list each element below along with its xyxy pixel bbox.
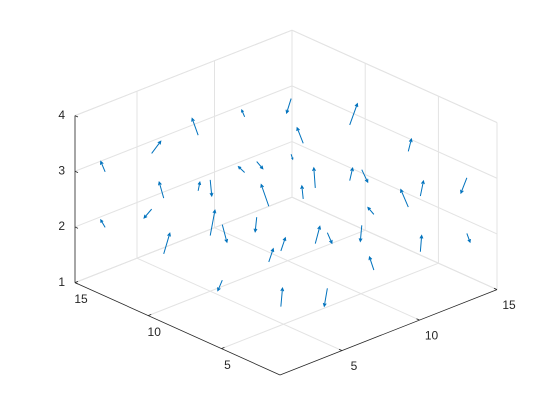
arrow — [191, 117, 199, 136]
y-axis — [74, 282, 281, 376]
arrow — [100, 160, 106, 172]
x-tick-label: 10 — [425, 328, 439, 342]
y-tick — [221, 347, 225, 349]
arrow — [143, 208, 153, 219]
arrow — [361, 169, 369, 184]
grid-line — [74, 141, 293, 228]
arrow — [290, 154, 294, 161]
z-tick — [74, 226, 79, 229]
grid-line — [291, 85, 498, 179]
x-tick-label: 15 — [502, 298, 516, 312]
arrow — [217, 280, 223, 292]
arrow — [419, 234, 424, 252]
arrow — [358, 225, 363, 243]
arrow — [280, 236, 287, 252]
arrow — [197, 181, 202, 191]
arrow — [367, 206, 375, 215]
arrow — [326, 232, 333, 245]
arrow — [209, 209, 217, 236]
grid-line — [74, 85, 293, 172]
arrow — [253, 217, 258, 233]
arrow — [349, 102, 359, 126]
y-tick-label: 5 — [224, 358, 231, 372]
arrow — [268, 247, 275, 263]
x-tick-label: 5 — [351, 359, 358, 373]
z-tick-label: 4 — [58, 108, 65, 122]
arrow — [368, 255, 375, 271]
arrow — [285, 98, 292, 115]
y-tick — [148, 314, 152, 316]
arrow — [260, 183, 270, 207]
x-tick — [338, 348, 343, 351]
arrow — [237, 165, 245, 173]
z-tick-label: 1 — [58, 275, 65, 289]
x-axis — [279, 289, 498, 376]
x-tick — [493, 287, 498, 290]
arrow — [163, 232, 171, 254]
y-tick-label: 15 — [74, 292, 88, 306]
arrow — [221, 224, 229, 244]
grid-line — [221, 262, 439, 350]
grid-line — [214, 227, 420, 321]
x-tick — [416, 318, 420, 321]
grid-line — [74, 196, 293, 284]
arrow — [300, 184, 305, 199]
arrow — [466, 233, 471, 244]
z-tick — [74, 170, 79, 174]
arrow — [100, 218, 106, 228]
arrow — [314, 225, 322, 244]
arrow — [256, 161, 264, 170]
grid-line — [291, 141, 498, 235]
grid-line — [136, 257, 343, 352]
z-tick-label: 2 — [58, 219, 65, 233]
arrow — [209, 179, 214, 198]
z-tick — [74, 115, 79, 118]
grid-line — [74, 29, 293, 117]
arrow — [151, 140, 162, 154]
arrow — [322, 288, 328, 308]
arrow — [312, 166, 316, 189]
arrow — [296, 126, 304, 144]
grid-line — [291, 29, 498, 124]
arrow — [419, 179, 425, 197]
grid-line — [291, 196, 498, 291]
arrow — [460, 177, 468, 195]
arrow — [349, 166, 354, 181]
grid-line — [148, 229, 366, 317]
arrow — [158, 180, 165, 199]
arrow — [400, 188, 409, 208]
z-tick — [74, 282, 79, 285]
arrow — [407, 137, 413, 152]
arrow — [280, 286, 285, 307]
arrow — [241, 108, 246, 118]
z-tick-label: 3 — [58, 163, 65, 177]
y-tick-label: 10 — [148, 325, 162, 339]
